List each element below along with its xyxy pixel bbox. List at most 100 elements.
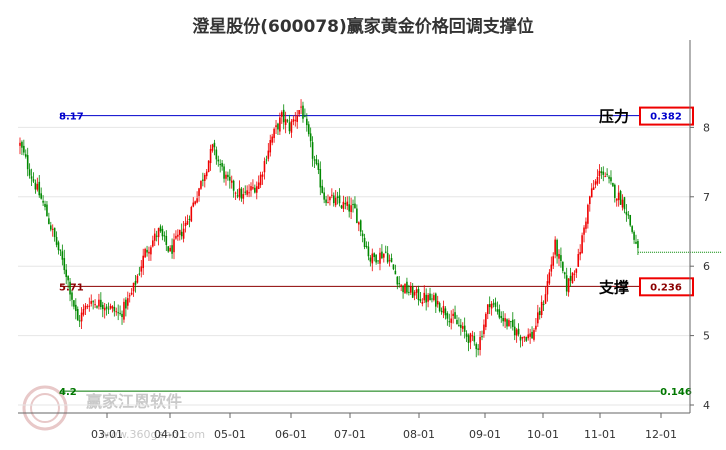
candle-body — [111, 306, 114, 309]
candle-body — [423, 292, 426, 301]
candle-body — [606, 173, 608, 175]
candle-body — [94, 304, 96, 306]
candle-body — [400, 284, 402, 286]
resistance-value-label: 8.17 — [59, 112, 84, 123]
candle-body — [219, 163, 221, 166]
candle-body — [533, 330, 535, 340]
candle-body — [78, 320, 81, 322]
candle-body — [408, 291, 410, 293]
candle-body — [153, 233, 156, 241]
candle-body — [51, 228, 54, 230]
candle-body — [63, 258, 66, 271]
candle-body — [544, 294, 547, 304]
candle-body — [61, 251, 64, 260]
candle-body — [178, 229, 181, 235]
candle-body — [105, 306, 108, 309]
candle-body — [550, 264, 553, 272]
candle-body — [521, 337, 524, 339]
candle-body — [161, 228, 164, 237]
bottom-ratio-label: 0.146 — [660, 387, 692, 398]
candle-body — [384, 251, 387, 253]
candle-body — [190, 207, 193, 222]
candle-body — [508, 320, 510, 327]
candle-body — [625, 211, 628, 215]
candle-body — [411, 286, 414, 298]
candle-body — [529, 333, 531, 337]
candle-body — [438, 303, 441, 312]
candle-body — [358, 222, 360, 225]
candle-body — [281, 112, 283, 117]
candle-body — [619, 191, 622, 205]
candle-body — [288, 122, 291, 132]
candle-body — [502, 317, 504, 322]
candle-body — [394, 270, 397, 275]
candle-body — [125, 299, 127, 309]
candle-body — [558, 253, 560, 259]
candle-body — [361, 233, 364, 237]
x-tick-label: 06-01 — [275, 428, 307, 441]
candle-body — [28, 169, 31, 176]
watermark: 赢家江恩软件 www.360gann.com — [22, 385, 205, 441]
candle-body — [519, 336, 522, 341]
candle-body — [248, 192, 250, 194]
candle-body — [59, 249, 62, 251]
candle-body — [302, 105, 304, 119]
candle-body — [585, 221, 587, 229]
candle-body — [413, 292, 416, 296]
watermark-logo — [22, 385, 68, 431]
candle-body — [44, 203, 46, 208]
candle-body — [238, 188, 241, 198]
candle-body — [348, 204, 350, 212]
candle-body — [531, 331, 533, 339]
candle-body — [234, 192, 237, 194]
candle-body — [279, 117, 281, 132]
x-tick-label: 08-01 — [403, 428, 435, 441]
candle-body — [140, 266, 143, 272]
candle-body — [504, 318, 506, 322]
candle-body — [198, 188, 200, 196]
candle-body — [171, 245, 173, 254]
y-tick-label: 5 — [703, 330, 710, 343]
x-tick-label: 07-01 — [334, 428, 366, 441]
candle-body — [356, 208, 358, 223]
candle-body — [615, 198, 618, 201]
candle-body — [510, 321, 512, 323]
candle-body — [554, 239, 556, 255]
candle-body — [290, 121, 293, 133]
candle-body — [146, 249, 148, 253]
candle-body — [144, 248, 146, 258]
candle-body — [21, 141, 23, 148]
candle-body — [612, 183, 614, 187]
candle-body — [148, 251, 150, 254]
candle-body — [284, 119, 287, 125]
candle-body — [200, 180, 202, 189]
candle-body — [425, 294, 427, 303]
candle-body — [177, 234, 179, 237]
candle-body — [188, 218, 191, 221]
candle-body — [446, 313, 449, 319]
candle-body — [563, 272, 566, 275]
candle-body — [167, 246, 170, 252]
candle-body — [332, 195, 335, 204]
candle-body — [53, 227, 56, 238]
candle-body — [121, 313, 123, 318]
candle-body — [101, 304, 104, 309]
candle-body — [205, 171, 208, 177]
candle-body — [383, 253, 385, 258]
candle-body — [454, 312, 456, 319]
candle-body — [398, 283, 401, 285]
candle-body — [608, 176, 610, 179]
candle-body — [525, 337, 528, 341]
candle-body — [311, 142, 314, 159]
candle-body — [86, 306, 89, 308]
candle-body — [180, 231, 183, 237]
candle-body — [581, 235, 583, 254]
candle-body — [30, 176, 33, 179]
candle-body — [184, 222, 187, 227]
candle-body — [527, 334, 529, 339]
candle-body — [100, 299, 102, 308]
candle-body — [344, 203, 347, 205]
candle-body — [486, 304, 489, 315]
candle-body — [48, 218, 50, 225]
candle-body — [517, 328, 520, 335]
